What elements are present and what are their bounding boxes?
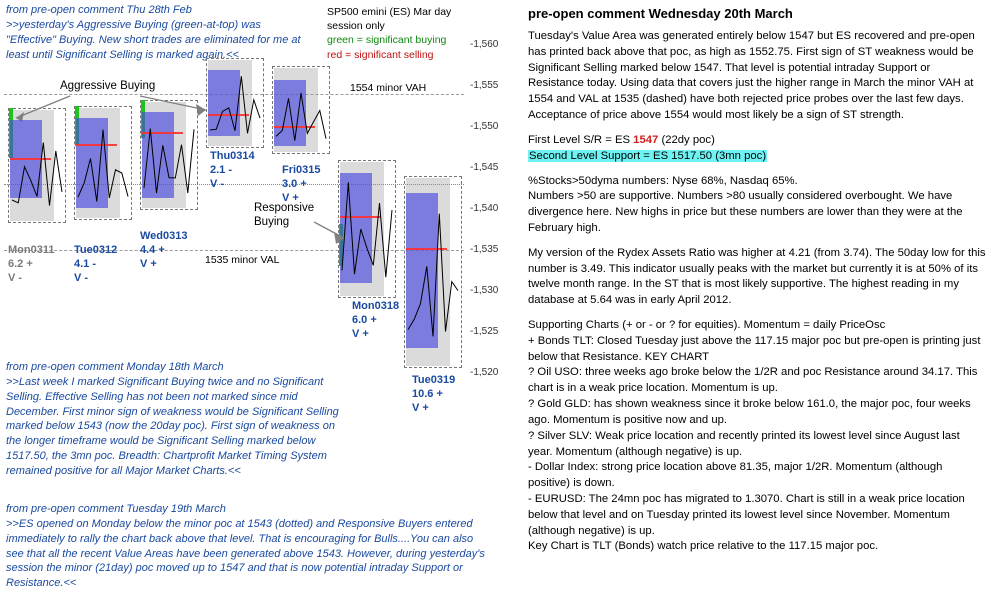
right-body: Tuesday's Value Area was generated entir… — [528, 29, 987, 555]
daybar-Wed0313 — [140, 48, 198, 388]
right-p2: First Level S/R = ES 1547 (22dy poc) Sec… — [528, 133, 987, 165]
right-p5: Supporting Charts (+ or - or ? for equit… — [528, 318, 987, 555]
daybar-Mon0311 — [8, 48, 66, 388]
y-tick: -1,555 — [470, 80, 498, 91]
comment-mid-body: >>Last week I marked Significant Buying … — [6, 375, 346, 479]
comment-mid-header: from pre-open comment Monday 18th March — [6, 360, 346, 375]
comment-bot-body: >>ES opened on Monday below the minor po… — [6, 517, 486, 591]
day-label-Fri0315: Fri03153.0 +V + — [282, 164, 321, 205]
second-support: Second Level Support = ES 1517.50 (3mn p… — [528, 150, 767, 162]
right-panel: pre-open comment Wednesday 20th March Tu… — [520, 0, 995, 594]
legend-title: SP500 emini (ES) Mar day session only — [327, 5, 487, 33]
day-label-Wed0313: Wed03134.4 +V + — [140, 230, 188, 271]
left-panel: from pre-open comment Thu 28th Feb >>yes… — [0, 0, 510, 594]
price-path — [140, 100, 198, 214]
right-p4: My version of the Rydex Assets Ratio was… — [528, 246, 987, 309]
comment-bot: from pre-open comment Tuesday 19th March… — [6, 502, 486, 591]
y-tick: -1,520 — [470, 367, 498, 378]
y-tick: -1,530 — [470, 285, 498, 296]
price-path — [74, 106, 132, 224]
right-p1: Tuesday's Value Area was generated entir… — [528, 29, 987, 124]
y-axis: -1,560 -1,555 -1,550 -1,545 -1,540 -1,535 -1,5… — [470, 8, 510, 578]
day-label-Mon0318: Mon03186.0 +V + — [352, 300, 399, 341]
comment-mid: from pre-open comment Monday 18th March … — [6, 360, 346, 479]
chart-area: 1554 minor VAH 1535 minor VAL Mon03116.2… — [0, 48, 504, 328]
y-tick: -1,560 — [470, 39, 498, 50]
day-label-Tue0319: Tue031910.6 +V + — [412, 374, 455, 415]
daybar-Tue0319 — [404, 48, 462, 388]
day-label-Thu0314: Thu03142.1 -V - — [210, 150, 255, 191]
comment-top-header: from pre-open comment Thu 28th Feb — [6, 3, 306, 18]
day-label-Tue0312: Tue03124.1 -V - — [74, 244, 117, 285]
y-tick: -1,525 — [470, 326, 498, 337]
day-label-Mon0311: Mon03116.2 +V - — [8, 244, 54, 285]
daybar-Tue0312 — [74, 48, 132, 388]
right-p3: %Stocks>50dyma numbers: Nyse 68%, Nasdaq… — [528, 174, 987, 237]
price-path — [8, 108, 66, 227]
comment-bot-header: from pre-open comment Tuesday 19th March — [6, 502, 486, 517]
price-path — [404, 176, 462, 372]
y-tick: -1,540 — [470, 203, 498, 214]
y-tick: -1,535 — [470, 244, 498, 255]
y-tick: -1,550 — [470, 121, 498, 132]
right-title: pre-open comment Wednesday 20th March — [528, 6, 987, 21]
price-path — [206, 58, 264, 152]
arrow-responsive — [314, 218, 354, 248]
legend-green: green = significant buying — [327, 33, 487, 47]
y-tick: -1,545 — [470, 162, 498, 173]
price-path — [272, 66, 330, 158]
